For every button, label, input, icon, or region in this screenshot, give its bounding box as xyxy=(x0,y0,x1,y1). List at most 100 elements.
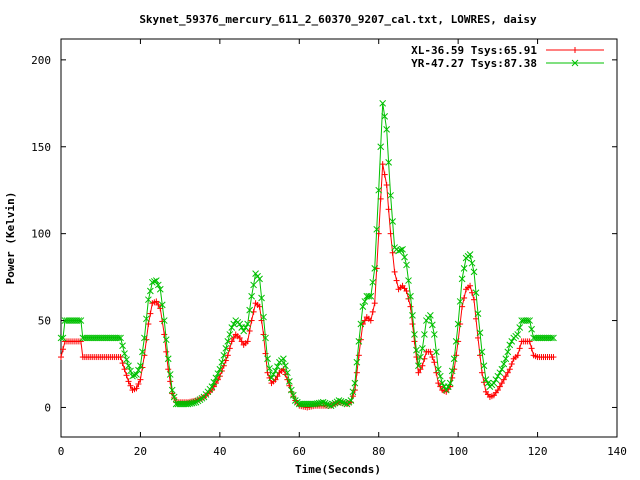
data-point xyxy=(125,362,132,370)
data-point xyxy=(448,367,456,375)
data-point xyxy=(435,380,442,387)
data-point xyxy=(131,371,138,379)
data-point xyxy=(470,268,478,276)
data-point xyxy=(446,379,454,387)
data-point xyxy=(315,399,323,407)
data-point xyxy=(123,372,130,379)
data-point xyxy=(121,366,128,373)
data-point xyxy=(208,383,216,390)
data-point xyxy=(427,348,434,355)
y-tick-label: 50 xyxy=(38,315,51,328)
y-axis-label: Power (Kelvin) xyxy=(4,192,17,285)
data-point xyxy=(244,338,251,345)
data-point xyxy=(454,320,462,328)
data-point xyxy=(450,355,458,363)
data-point xyxy=(246,306,253,314)
data-point xyxy=(236,334,243,341)
data-point xyxy=(147,310,154,317)
data-point xyxy=(57,334,65,342)
data-point xyxy=(409,321,416,328)
data-point xyxy=(284,369,291,377)
data-point xyxy=(59,346,66,353)
data-point xyxy=(289,391,297,399)
data-point xyxy=(444,383,452,390)
data-point xyxy=(381,171,388,178)
x-axis-label: Time(Seconds) xyxy=(295,463,381,476)
data-point xyxy=(413,346,420,354)
data-point xyxy=(434,365,442,373)
data-point xyxy=(467,282,474,289)
data-point xyxy=(381,112,389,120)
data-point xyxy=(228,338,235,345)
series-2 xyxy=(57,99,557,410)
data-point xyxy=(496,369,504,377)
data-point xyxy=(256,275,263,283)
data-point xyxy=(137,376,144,383)
data-point xyxy=(335,397,343,404)
data-point xyxy=(148,278,156,286)
x-tick-label: 40 xyxy=(213,445,226,458)
data-point xyxy=(411,331,418,338)
data-point xyxy=(506,366,513,373)
data-point xyxy=(337,398,345,405)
data-point xyxy=(478,369,485,376)
data-point xyxy=(242,324,250,331)
data-point xyxy=(371,300,378,307)
data-point xyxy=(216,365,224,373)
data-point xyxy=(244,320,252,328)
data-point xyxy=(405,277,412,284)
data-point xyxy=(379,161,386,168)
data-point xyxy=(214,370,222,377)
data-point xyxy=(226,331,234,338)
data-point xyxy=(224,352,231,359)
data-point xyxy=(478,348,486,356)
data-point xyxy=(270,371,277,378)
data-point xyxy=(476,329,484,337)
data-point xyxy=(494,372,502,380)
data-point xyxy=(413,354,420,361)
data-point xyxy=(349,388,357,396)
data-point xyxy=(250,281,257,289)
data-point xyxy=(385,206,392,213)
data-point xyxy=(154,281,162,289)
data-point xyxy=(496,383,503,390)
data-point xyxy=(506,341,514,349)
data-point xyxy=(248,317,255,324)
data-point xyxy=(339,398,347,406)
data-point xyxy=(170,393,178,401)
data-point xyxy=(460,265,468,272)
data-point xyxy=(77,317,85,324)
data-point xyxy=(162,336,170,344)
data-point xyxy=(353,358,361,366)
data-point xyxy=(280,355,287,363)
data-point xyxy=(367,317,374,324)
data-point xyxy=(442,386,450,394)
x-tick-label: 120 xyxy=(528,445,548,458)
data-point xyxy=(471,296,478,303)
data-point xyxy=(387,230,394,237)
data-point xyxy=(156,285,164,293)
data-point xyxy=(218,358,226,366)
data-point xyxy=(166,371,174,378)
data-point xyxy=(524,317,531,324)
x-tick-label: 80 xyxy=(372,445,385,458)
data-point xyxy=(516,324,524,331)
data-point xyxy=(59,334,67,342)
data-point xyxy=(480,362,488,370)
data-point xyxy=(492,376,500,383)
data-point xyxy=(514,352,521,359)
data-point xyxy=(165,366,172,373)
data-point xyxy=(466,251,474,258)
data-point xyxy=(141,334,148,342)
data-point xyxy=(415,369,422,376)
data-point xyxy=(121,350,128,357)
data-point xyxy=(167,378,174,385)
data-point xyxy=(409,311,416,319)
data-point xyxy=(419,345,426,352)
data-point xyxy=(397,246,404,254)
data-point xyxy=(355,338,363,345)
data-point xyxy=(168,386,176,394)
y-tick-label: 150 xyxy=(31,141,51,154)
